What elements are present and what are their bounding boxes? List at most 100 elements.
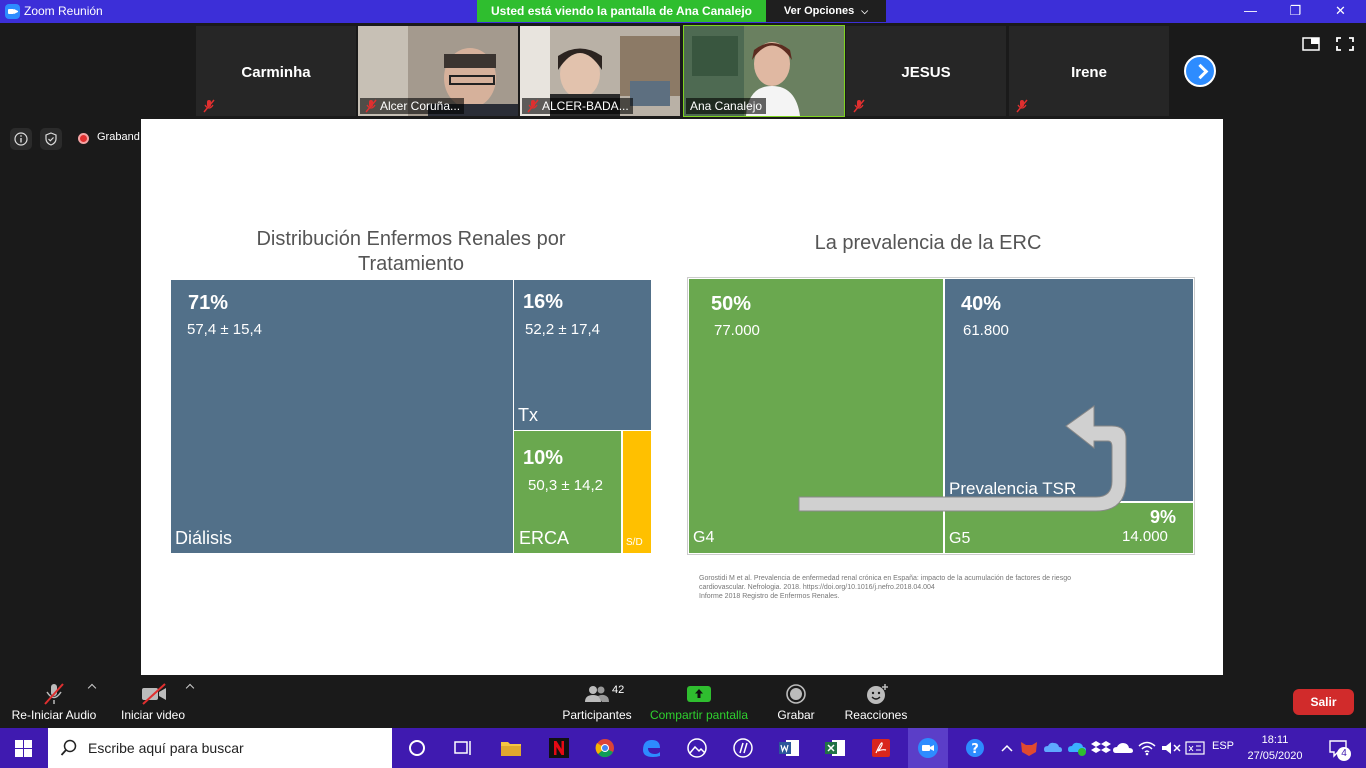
task-view-icon[interactable] bbox=[452, 738, 474, 758]
maximize-button[interactable]: ❐ bbox=[1273, 0, 1318, 23]
shared-screen-slide: Distribución Enfermos Renales por Tratam… bbox=[141, 119, 1223, 675]
reference-line: Gorostidi M et al. Prevalencia de enferm… bbox=[699, 575, 1071, 582]
edge-icon[interactable] bbox=[640, 738, 662, 758]
participants-label: Participantes bbox=[562, 708, 632, 722]
slide-references: Gorostidi M et al. Prevalencia de enferm… bbox=[699, 574, 1179, 601]
share-screen-label: Compartir pantalla bbox=[649, 708, 749, 722]
block-percent: 40% bbox=[961, 293, 1002, 315]
video-options-caret-icon[interactable] bbox=[185, 683, 195, 693]
block-label: Tx bbox=[518, 405, 538, 425]
clock-date: 27/05/2020 bbox=[1247, 750, 1303, 762]
next-page-arrow-icon[interactable] bbox=[1184, 55, 1216, 87]
participant-tile-active[interactable]: Ana Canalejo bbox=[683, 25, 845, 117]
shield-icon bbox=[45, 132, 57, 146]
audio-options-caret-icon[interactable] bbox=[87, 683, 97, 693]
zoom-icon bbox=[918, 738, 938, 758]
excel-icon[interactable] bbox=[824, 738, 846, 758]
gallery-view-icon[interactable] bbox=[1302, 37, 1320, 51]
restore-icon: ❐ bbox=[1289, 3, 1302, 18]
taskbar-clock[interactable]: 18:11 27/05/2020 bbox=[1244, 732, 1306, 764]
muted-mic-icon bbox=[44, 683, 64, 705]
notification-center-icon bbox=[1329, 740, 1347, 758]
dropbox-icon[interactable] bbox=[1090, 738, 1112, 758]
muted-mic-icon bbox=[853, 99, 865, 113]
muted-mic-icon bbox=[1016, 99, 1028, 113]
clock-time: 18:11 bbox=[1261, 734, 1289, 746]
cortana-icon[interactable] bbox=[406, 738, 428, 758]
left-chart-title-line1: Distribución Enfermos Renales por bbox=[256, 228, 566, 250]
file-explorer-icon[interactable] bbox=[500, 738, 522, 758]
participant-tile[interactable]: Irene bbox=[1009, 26, 1169, 116]
block-percent: 10% bbox=[523, 447, 564, 469]
security-button[interactable] bbox=[40, 128, 62, 150]
input-method-icon[interactable] bbox=[1184, 738, 1206, 758]
participant-name: Alcer Coruña... bbox=[360, 98, 465, 114]
antivirus-icon[interactable] bbox=[1018, 738, 1040, 758]
return-arrow-icon bbox=[798, 405, 1127, 512]
audio-label: Re-Iniciar Audio bbox=[11, 708, 97, 722]
block-value: 77.000 bbox=[714, 322, 760, 339]
acrobat-icon[interactable] bbox=[870, 738, 892, 758]
meeting-toolbar: Re-Iniciar Audio Iniciar video 42 Partic… bbox=[0, 675, 1366, 728]
block-value: 52,2 ± 17,4 bbox=[525, 321, 600, 338]
info-icon bbox=[14, 132, 28, 146]
participant-name: Carminha bbox=[241, 64, 311, 81]
treemap-block-tx: 16% 52,2 ± 17,4 Tx bbox=[514, 280, 651, 430]
video-label: Iniciar video bbox=[120, 708, 186, 722]
record-icon bbox=[786, 684, 806, 704]
notifications-button[interactable]: 4 bbox=[1322, 728, 1366, 768]
treemap-block-tsr: 40% 61.800 Prevalencia TSR bbox=[945, 279, 1193, 501]
participant-tile[interactable]: ALCER-BADA... bbox=[520, 26, 680, 116]
close-button[interactable]: ✕ bbox=[1318, 0, 1363, 23]
block-label: G4 bbox=[693, 529, 715, 546]
block-value: 61.800 bbox=[963, 322, 1009, 339]
photos-icon[interactable] bbox=[686, 738, 708, 758]
recording-label: Grabando bbox=[97, 131, 140, 143]
svg-text:?: ? bbox=[971, 742, 979, 757]
left-chart-title-line2: Tratamiento bbox=[358, 253, 464, 275]
participant-name: ALCER-BADA... bbox=[522, 98, 633, 114]
meeting-info-button[interactable] bbox=[10, 128, 32, 150]
share-banner: Usted está viendo la pantalla de Ana Can… bbox=[477, 0, 766, 22]
participant-tile[interactable]: Carminha bbox=[196, 26, 356, 116]
block-label: Prevalencia TSR bbox=[949, 479, 1077, 498]
language-indicator[interactable]: ESP bbox=[1212, 740, 1235, 752]
right-treemap-frame bbox=[687, 277, 1195, 555]
fullscreen-icon[interactable] bbox=[1336, 37, 1354, 51]
minimize-button[interactable]: — bbox=[1228, 0, 1273, 23]
share-screen-icon bbox=[687, 686, 711, 702]
volume-muted-icon[interactable] bbox=[1160, 738, 1182, 758]
left-chart-title: Distribución Enfermos Renales por Tratam… bbox=[171, 227, 651, 277]
cloud-check-icon[interactable] bbox=[1066, 738, 1088, 758]
chevron-up-icon[interactable] bbox=[996, 738, 1018, 758]
block-label: S/D bbox=[626, 537, 643, 548]
view-options-button[interactable]: Ver Opciones ⌵ bbox=[766, 0, 886, 22]
windows-start-icon[interactable] bbox=[15, 740, 32, 757]
participant-name: Ana Canalejo bbox=[686, 98, 767, 114]
netflix-icon[interactable] bbox=[548, 738, 570, 758]
hp-icon[interactable] bbox=[732, 738, 754, 758]
block-percent: 50% bbox=[711, 293, 752, 315]
record-label: Grabar bbox=[777, 708, 815, 722]
leave-meeting-button[interactable]: Salir bbox=[1293, 689, 1354, 715]
reference-line: Informe 2018 Registro de Enfermos Renale… bbox=[699, 593, 840, 600]
chevron-down-icon: ⌵ bbox=[861, 6, 869, 16]
zoom-taskbar-button[interactable] bbox=[908, 728, 948, 768]
wifi-icon[interactable] bbox=[1136, 738, 1158, 758]
participant-tile[interactable]: Alcer Coruña... bbox=[358, 26, 518, 116]
cloud-upload-icon[interactable] bbox=[1112, 738, 1134, 758]
block-label: Diálisis bbox=[175, 528, 233, 548]
chrome-icon[interactable] bbox=[594, 738, 616, 758]
treemap-block-sd: S/D bbox=[623, 431, 651, 553]
reference-line: cardiovascular. Nefrologia. 2018. https:… bbox=[699, 584, 935, 591]
minimize-icon: — bbox=[1244, 3, 1257, 18]
onedrive-sync-icon[interactable] bbox=[1042, 738, 1064, 758]
taskbar-search-box[interactable]: Escribe aquí para buscar bbox=[48, 728, 392, 768]
video-strip: Carminha Alcer Coruña... ALCER-BADA... bbox=[0, 23, 1366, 119]
block-value: 57,4 ± 15,4 bbox=[187, 321, 262, 338]
window-title: Zoom Reunión bbox=[24, 4, 103, 18]
help-icon[interactable]: ? bbox=[964, 738, 986, 758]
participants-icon bbox=[585, 686, 609, 702]
word-icon[interactable] bbox=[778, 738, 800, 758]
participant-tile[interactable]: JESUS bbox=[846, 26, 1006, 116]
